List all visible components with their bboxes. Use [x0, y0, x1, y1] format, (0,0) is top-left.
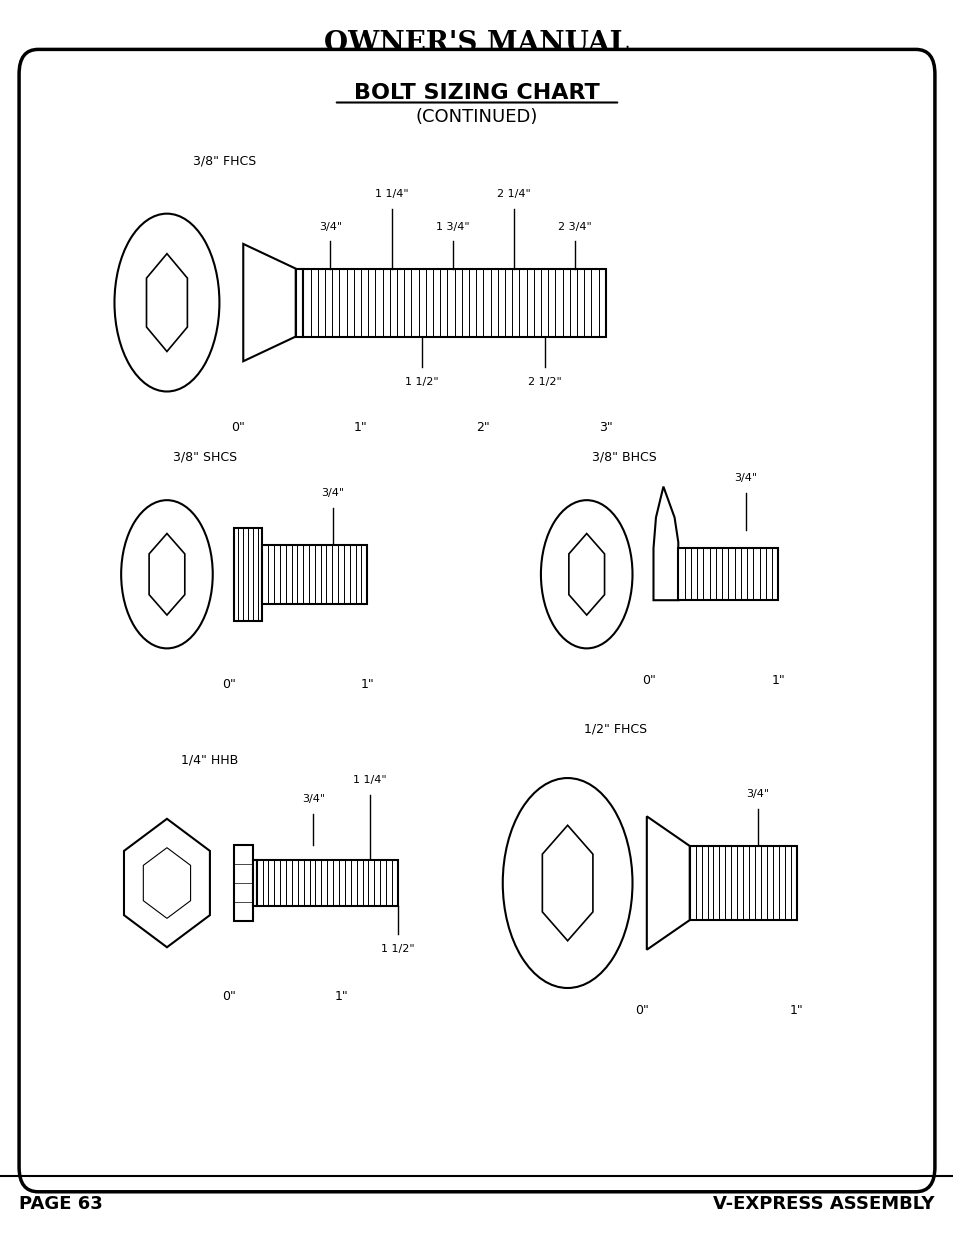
- Text: 3/8" SHCS: 3/8" SHCS: [172, 451, 237, 463]
- Polygon shape: [243, 245, 295, 361]
- Ellipse shape: [121, 500, 213, 648]
- Text: 1": 1": [789, 1004, 802, 1018]
- Text: 0": 0": [222, 678, 235, 692]
- Text: 1": 1": [771, 674, 784, 688]
- Polygon shape: [646, 816, 689, 950]
- Text: (CONTINUED): (CONTINUED): [416, 109, 537, 126]
- Polygon shape: [541, 825, 593, 941]
- Text: 3/4": 3/4": [745, 789, 769, 799]
- Bar: [295, 268, 303, 336]
- Text: 3/8" FHCS: 3/8" FHCS: [193, 154, 255, 167]
- Text: 3/4": 3/4": [734, 473, 757, 483]
- Text: 1 1/4": 1 1/4": [375, 189, 408, 199]
- FancyBboxPatch shape: [19, 49, 934, 1192]
- Text: 3/8" BHCS: 3/8" BHCS: [592, 451, 657, 463]
- Text: OWNER'S MANUAL: OWNER'S MANUAL: [324, 30, 629, 57]
- Ellipse shape: [540, 500, 632, 648]
- Text: 1": 1": [354, 420, 368, 433]
- Bar: [262, 545, 367, 604]
- Text: 3/4": 3/4": [321, 488, 344, 498]
- Text: 1 1/2": 1 1/2": [380, 944, 415, 953]
- Polygon shape: [653, 487, 678, 600]
- Bar: [233, 845, 253, 921]
- Bar: [678, 548, 778, 600]
- Text: 2": 2": [476, 420, 490, 433]
- Text: 3/4": 3/4": [318, 221, 341, 232]
- Polygon shape: [124, 819, 210, 947]
- Bar: [303, 268, 605, 336]
- Text: 3/4": 3/4": [301, 794, 325, 804]
- Text: 1 1/4": 1 1/4": [353, 776, 386, 785]
- Text: 0": 0": [222, 990, 235, 1004]
- Text: PAGE 63: PAGE 63: [19, 1195, 103, 1213]
- Text: 1": 1": [360, 678, 374, 692]
- Text: V-EXPRESS ASSEMBLY: V-EXPRESS ASSEMBLY: [713, 1195, 934, 1213]
- Polygon shape: [143, 847, 191, 919]
- Text: 2 3/4": 2 3/4": [558, 221, 592, 232]
- Text: 1/4" HHB: 1/4" HHB: [181, 753, 238, 766]
- Polygon shape: [147, 253, 187, 352]
- Bar: [253, 860, 256, 906]
- Text: 0": 0": [641, 674, 655, 688]
- Text: 1 3/4": 1 3/4": [436, 221, 469, 232]
- Text: 2 1/4": 2 1/4": [497, 189, 530, 199]
- Text: 3": 3": [598, 420, 612, 433]
- Bar: [233, 529, 262, 620]
- Polygon shape: [149, 534, 185, 615]
- Text: 1 1/2": 1 1/2": [405, 378, 438, 388]
- Text: 0": 0": [635, 1004, 648, 1018]
- Bar: [689, 846, 796, 920]
- Ellipse shape: [114, 214, 219, 391]
- Polygon shape: [568, 534, 604, 615]
- Text: 2 1/2": 2 1/2": [527, 378, 561, 388]
- Ellipse shape: [502, 778, 632, 988]
- Text: 0": 0": [232, 420, 245, 433]
- Bar: [256, 860, 397, 906]
- Text: BOLT SIZING CHART: BOLT SIZING CHART: [354, 83, 599, 103]
- Text: 1": 1": [335, 990, 348, 1004]
- Text: 1/2" FHCS: 1/2" FHCS: [583, 722, 646, 735]
